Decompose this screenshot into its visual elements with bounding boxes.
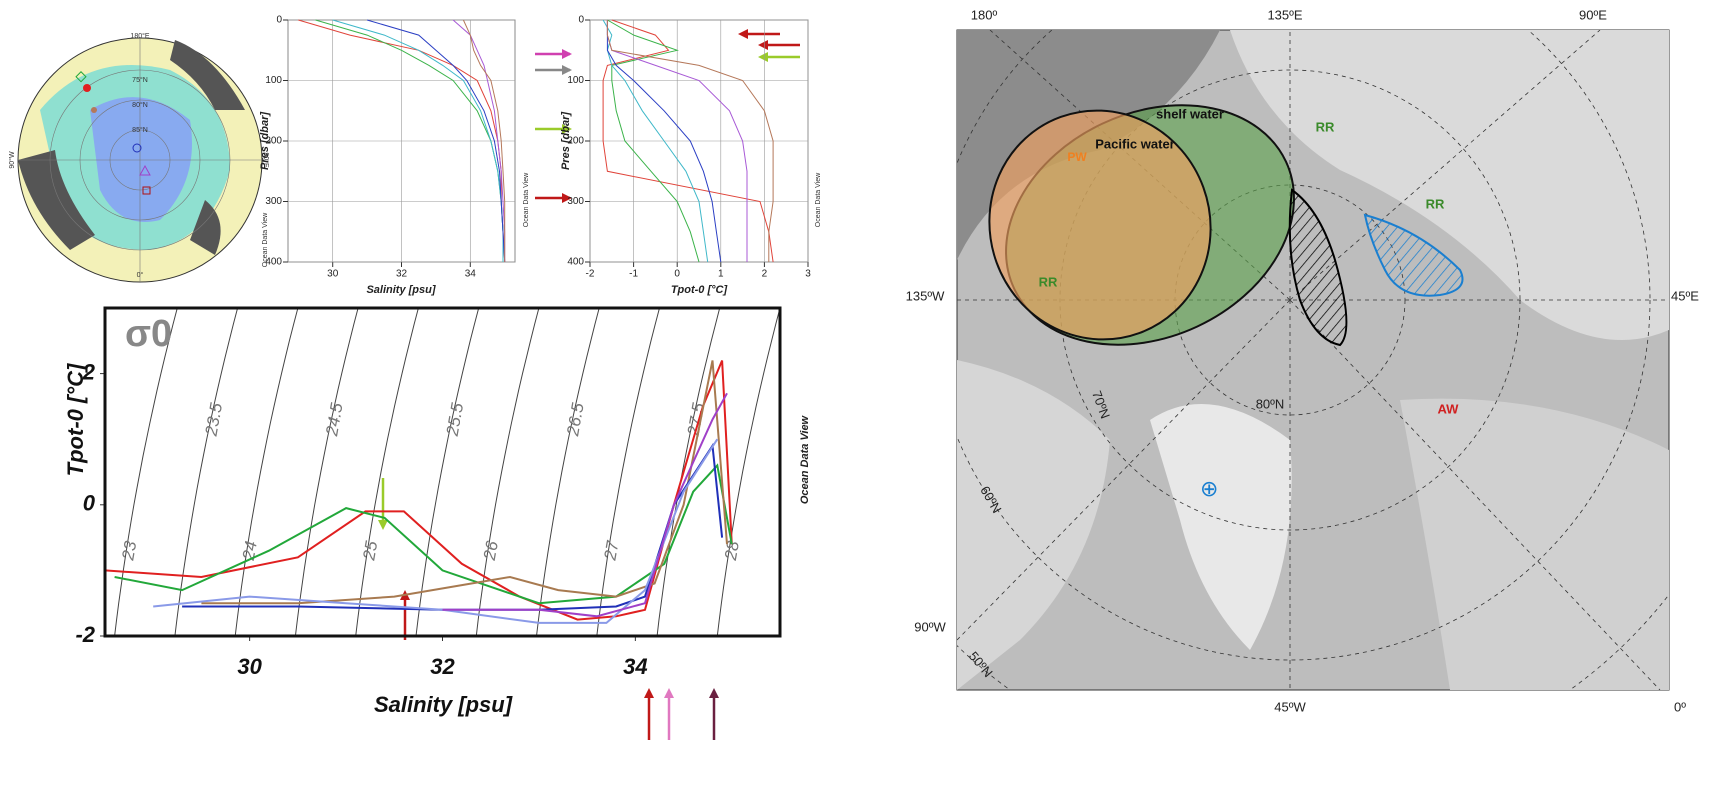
y-tick-label: 300 [265, 196, 282, 207]
x-tick-label: 0 [674, 269, 680, 280]
isopycnal [175, 308, 238, 636]
watermark: Ocean Data View [815, 172, 822, 227]
map-annotation: AW [1438, 401, 1460, 416]
x-tick-label: 3 [805, 269, 811, 280]
isopycnal [476, 308, 539, 636]
x-axis-label: Salinity [psu] [366, 284, 435, 296]
map-annotation: Pacific water [1095, 136, 1175, 151]
series-line [182, 446, 722, 610]
x-tick-label: 34 [465, 269, 477, 280]
inset-map-label: 75°N [132, 76, 148, 84]
inset-map [5, 28, 275, 300]
x-tick-label: 1 [718, 269, 724, 280]
isopycnal [295, 308, 358, 636]
inset-map-label: 80°N [132, 101, 148, 109]
inset-map-label: 0° [137, 271, 144, 279]
x-axis-label: Tpot-0 [°C] [671, 284, 728, 296]
svg-text:⊕: ⊕ [1200, 476, 1218, 501]
watermark: Ocean Data View [262, 212, 269, 267]
figure: ⊕ 3032340100200300400Salinity [psu]Pres … [0, 0, 1713, 794]
longitude-label: 45ºE [1671, 288, 1699, 303]
isopycnal-label: 27 [600, 539, 622, 562]
y-tick-label: 300 [567, 196, 584, 207]
y-tick-label: 100 [265, 75, 282, 86]
arrows [378, 29, 800, 740]
isopycnal-symbol: σ0 [125, 313, 172, 355]
x-tick-label: -2 [586, 269, 595, 280]
y-tick-label: -2 [75, 622, 95, 647]
y-axis-label: Tpot-0 [°C] [63, 363, 88, 476]
inset-map-label: 90°E [262, 152, 270, 168]
x-tick-label: 30 [327, 269, 339, 280]
watermark: Ocean Data View [523, 172, 530, 227]
inset-map-label: 180°E [130, 32, 149, 40]
x-tick-label: -1 [629, 269, 638, 280]
map-annotation: RR [1316, 119, 1335, 134]
y-axis-label: Pres [dbar] [560, 112, 572, 170]
map-annotation: RR [1039, 274, 1058, 289]
y-tick-label: 0 [276, 15, 282, 26]
longitude-label: 90ºW [914, 619, 946, 634]
x-axis-label: Salinity [psu] [374, 692, 513, 717]
isopycnal-label: 23.5 [201, 401, 226, 438]
isopycnal-label: 24.5 [322, 401, 347, 438]
longitude-label: 45ºW [1274, 699, 1306, 714]
isopycnal-label: 25.5 [443, 401, 468, 438]
plot-frame [105, 308, 780, 636]
isopycnal [717, 308, 780, 636]
isopycnal [235, 308, 298, 636]
isopycnal-label: 25 [359, 539, 381, 562]
series-line [153, 439, 717, 623]
y-tick-label: 0 [578, 15, 584, 26]
watermark: Ocean Data View [799, 414, 811, 504]
latitude-label: 80ºN [1256, 396, 1285, 411]
isopycnal [356, 308, 419, 636]
map-annotation: shelf water [1156, 106, 1224, 121]
isopycnal-label: 26 [480, 539, 502, 562]
longitude-label: 0º [1674, 699, 1686, 714]
x-tick-label: 32 [396, 269, 408, 280]
longitude-label: 180º [971, 7, 998, 22]
isopycnal-label: 23 [118, 539, 140, 562]
x-tick-label: 30 [237, 654, 262, 679]
longitude-label: 90ºE [1579, 7, 1607, 22]
isopycnal-label: 26.5 [563, 401, 588, 438]
arctic-map: ⊕ [810, 0, 1713, 780]
longitude-label: 135ºW [906, 288, 945, 303]
y-tick-label: 100 [567, 75, 584, 86]
inset-map-label: 90°W [8, 151, 16, 169]
map-annotation: PW [1067, 150, 1087, 164]
x-tick-label: 32 [430, 654, 455, 679]
x-tick-label: 2 [762, 269, 768, 280]
longitude-label: 135ºE [1267, 7, 1302, 22]
x-tick-label: 34 [623, 654, 647, 679]
map-annotation: RR [1426, 196, 1445, 211]
y-tick-label: 400 [567, 257, 584, 268]
series-line [201, 361, 727, 604]
inset-map-label: 85°N [132, 126, 148, 134]
y-tick-label: 0 [83, 491, 96, 516]
